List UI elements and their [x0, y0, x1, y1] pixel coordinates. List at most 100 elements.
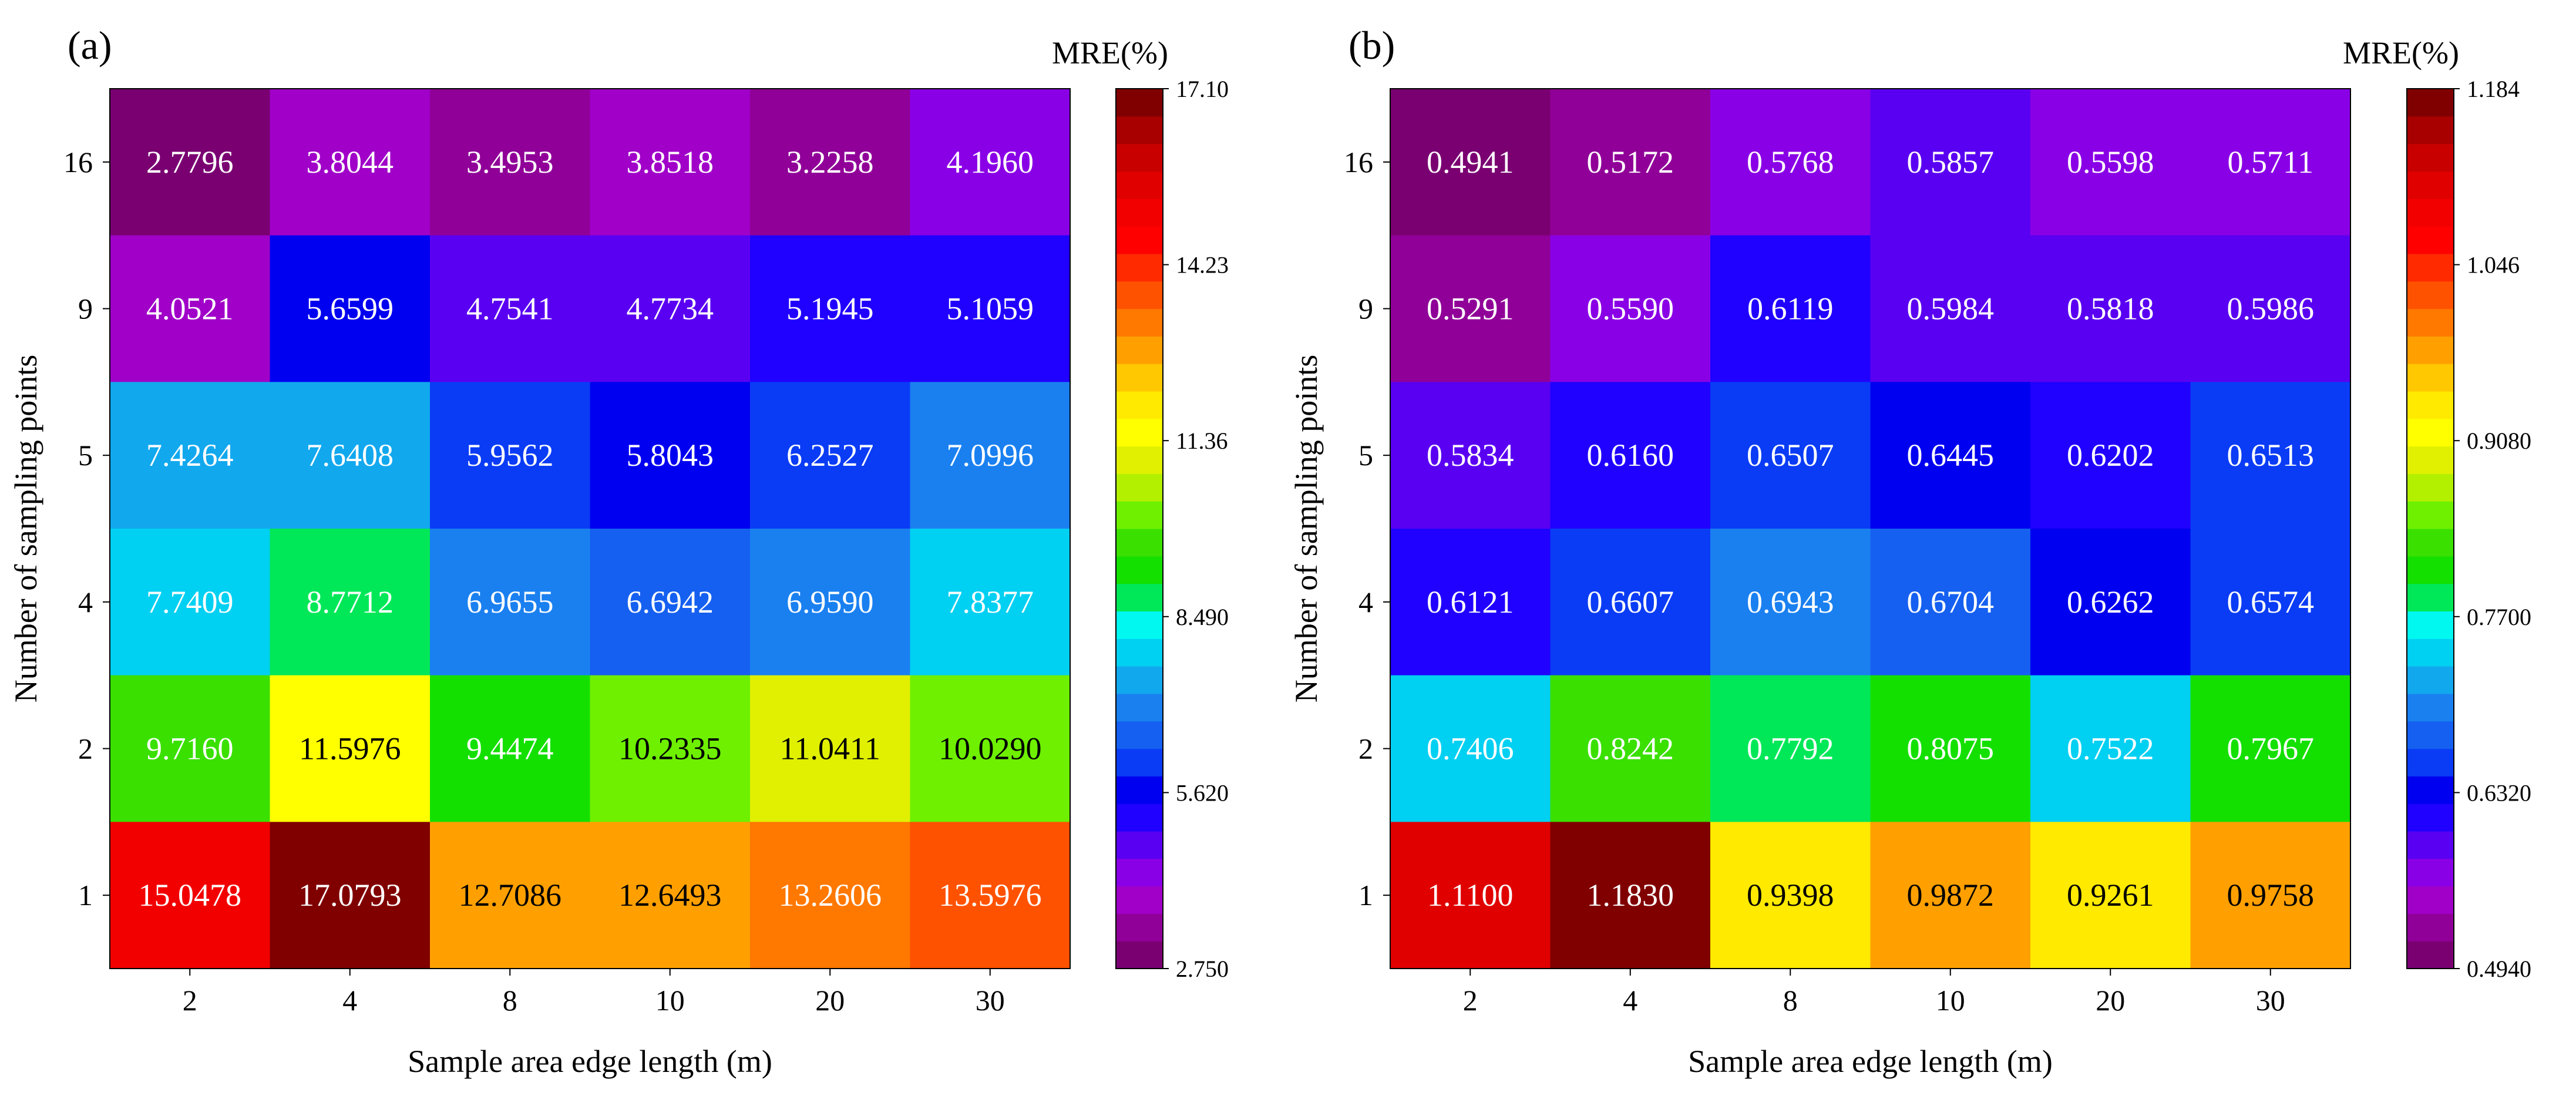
colorbar-segment — [2407, 831, 2454, 859]
colorbar-segment — [2407, 721, 2454, 749]
plot-frame — [109, 88, 1071, 969]
cell-value-label: 15.0478 — [139, 878, 242, 913]
heatmap-cell — [1550, 382, 1711, 529]
cell-value-label: 0.8242 — [1587, 731, 1674, 767]
cell-value-label: 4.0521 — [146, 291, 234, 327]
heatmap-cell — [910, 89, 1071, 236]
cell-value-label: 7.6408 — [307, 438, 394, 473]
colorbar-segment — [2407, 171, 2454, 199]
cell-value-label: 0.5986 — [2227, 291, 2315, 327]
heatmap-cell — [590, 382, 751, 529]
heatmap-cell — [2190, 675, 2351, 822]
heatmap-cell — [590, 822, 751, 969]
colorbar-segment — [1116, 143, 1163, 172]
cell-value-label: 0.5834 — [1427, 438, 1514, 473]
colorbar-segment — [2407, 336, 2454, 364]
colorbar-segment — [1116, 253, 1163, 282]
colorbar-segment — [1116, 776, 1163, 804]
cell-value-label: 9.7160 — [146, 731, 234, 767]
cell-value-label: 6.9590 — [786, 584, 874, 620]
cell-value-label: 0.6262 — [2067, 584, 2154, 620]
colorbar-tick-label: 17.10 — [1176, 76, 1229, 102]
cell-value-label: 5.9562 — [466, 438, 554, 473]
colorbar-tick-label: 8.490 — [1176, 604, 1229, 630]
colorbar-tick-label: 0.9080 — [2467, 428, 2531, 454]
colorbar-segment — [2407, 886, 2454, 914]
colorbar-segment — [2407, 611, 2454, 639]
colorbar-segment — [1116, 308, 1163, 337]
heatmap-cell — [750, 675, 911, 822]
heatmap-cell — [1870, 382, 2031, 529]
heatmap-cell — [2190, 529, 2351, 676]
colorbar-segment — [2407, 748, 2454, 776]
heatmap-cell — [430, 529, 591, 676]
heatmap-cell — [1390, 235, 1551, 382]
colorbar-segment — [2407, 446, 2454, 474]
colorbar-segment — [2407, 941, 2454, 969]
colorbar-tick-label: 1.184 — [2467, 76, 2520, 102]
y-tick-label: 5 — [1358, 439, 1373, 472]
colorbar-segment — [1116, 556, 1163, 584]
colorbar-segment — [2407, 776, 2454, 804]
y-axis-title: Number of sampling points — [8, 355, 43, 702]
colorbar-segment — [1116, 171, 1163, 199]
cell-value-label: 5.1059 — [947, 291, 1034, 327]
heatmap-cell — [2190, 235, 2351, 382]
colorbar-segment — [1116, 693, 1163, 722]
colorbar-segment — [1116, 913, 1163, 942]
heatmap-cell — [2190, 89, 2351, 236]
heatmap-cell — [1710, 382, 1871, 529]
colorbar-tick-label: 11.36 — [1176, 428, 1228, 454]
colorbar-title: MRE(%) — [2343, 35, 2459, 70]
heatmap-cell — [1870, 529, 2031, 676]
panel-b-heatmap: (b) 0.4941 0.5172 0.5768 0.5857 0.5598 0.5711 0… — [1289, 23, 2531, 1079]
cell-value-label: 0.4941 — [1427, 144, 1514, 180]
heatmap-cell — [430, 675, 591, 822]
y-tick-label: 2 — [78, 732, 93, 765]
cell-value-label: 3.8044 — [307, 144, 394, 180]
heatmap-cell — [590, 89, 751, 236]
cell-value-label: 4.1960 — [947, 144, 1034, 180]
cell-value-label: 0.5291 — [1427, 291, 1514, 327]
heatmap-cell — [590, 675, 751, 822]
heatmap-cell — [910, 822, 1071, 969]
colorbar-tick-label: 5.620 — [1176, 779, 1229, 806]
colorbar-segment — [1116, 748, 1163, 776]
heatmap-cell — [270, 822, 431, 969]
heatmap-cell — [1390, 822, 1551, 969]
panel-label: (a) — [68, 23, 112, 68]
cell-value-label: 7.4264 — [146, 438, 234, 473]
cell-value-label: 0.5818 — [2067, 291, 2154, 327]
y-tick-label: 16 — [1344, 146, 1373, 179]
y-axis-title: Number of sampling points — [1289, 355, 1324, 702]
heatmap-cell — [1550, 822, 1711, 969]
colorbar-segment — [1116, 391, 1163, 419]
heatmap-cell — [910, 235, 1071, 382]
cell-value-label: 0.5598 — [2067, 144, 2154, 180]
heatmap-cell — [270, 235, 431, 382]
heatmap-cell — [270, 675, 431, 822]
colorbar-segment — [1116, 804, 1163, 832]
heatmap-cell — [750, 529, 911, 676]
heatmap-cell — [2030, 382, 2191, 529]
colorbar-tick-label: 2.750 — [1176, 956, 1229, 982]
heatmap-cell — [750, 382, 911, 529]
colorbar-segment — [2407, 199, 2454, 227]
cell-value-label: 7.8377 — [947, 584, 1034, 620]
colorbar-segment — [2407, 501, 2454, 529]
x-tick-label: 20 — [815, 984, 845, 1017]
heatmap-cell — [2030, 89, 2191, 236]
cell-value-label: 5.8043 — [627, 438, 714, 473]
cell-value-label: 0.9872 — [1907, 878, 1995, 913]
colorbar-segment — [2407, 666, 2454, 694]
heatmap-cell — [1870, 822, 2031, 969]
cell-value-label: 8.7712 — [307, 584, 394, 620]
x-tick-label: 8 — [503, 984, 517, 1017]
panel-label: (b) — [1348, 23, 1395, 68]
colorbar-segment — [2407, 583, 2454, 612]
heatmap-cell — [430, 822, 591, 969]
cell-value-label: 5.6599 — [307, 291, 394, 327]
colorbar-segment — [1116, 89, 1163, 117]
x-tick-label: 2 — [1463, 984, 1478, 1017]
